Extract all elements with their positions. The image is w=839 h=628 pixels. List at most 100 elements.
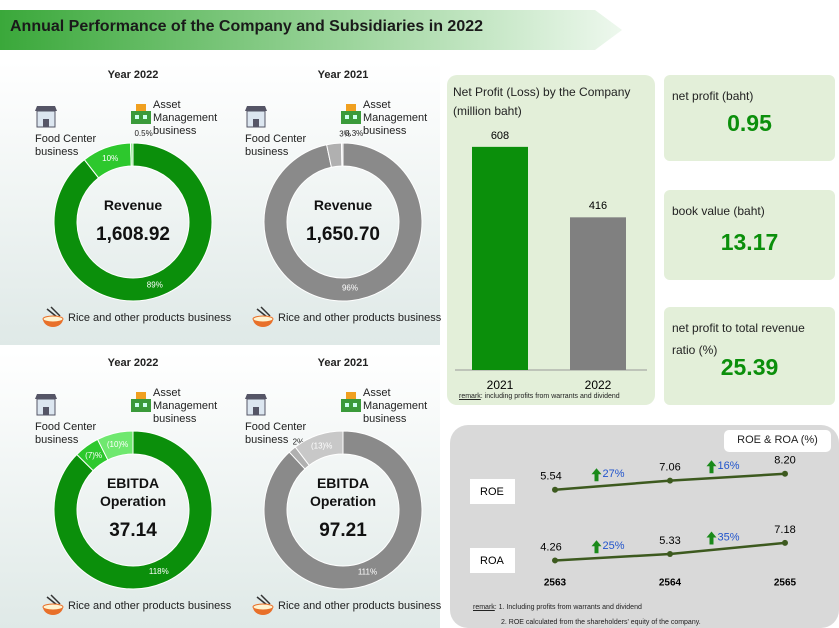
rice	[42, 315, 64, 323]
growth-label: 16%	[718, 460, 740, 472]
center-label: EBITDA Operation	[99, 475, 167, 509]
value-label: 4.26	[540, 541, 561, 553]
note-label: remark	[459, 393, 481, 400]
roof	[346, 392, 356, 399]
rice	[42, 603, 64, 611]
awning	[35, 106, 57, 111]
value-label: 7.06	[659, 462, 680, 474]
chopstick	[50, 306, 61, 317]
window	[345, 403, 349, 407]
x-tick-label: 2563	[544, 578, 567, 589]
window	[353, 403, 357, 407]
chart-title: ROE & ROA (%)	[737, 434, 818, 446]
chopstick	[50, 594, 61, 605]
note: remark: 1. Including profits from warran…	[473, 601, 642, 614]
value-label: 8.20	[774, 455, 795, 467]
donut-segment	[263, 430, 423, 590]
year-label: Year 2021	[317, 357, 369, 369]
category-label: Asset Management business	[363, 99, 428, 137]
food-center-icon	[245, 106, 267, 128]
x-tick-label: 2021	[487, 378, 514, 392]
segment-label: 0.3%	[345, 129, 363, 138]
legend-label: ROE	[480, 486, 504, 498]
segment-label: (10)%	[107, 440, 128, 449]
segment-label: 111%	[358, 567, 377, 576]
door	[43, 119, 49, 127]
category-label: Food Center business	[245, 421, 307, 446]
card-label: net profit to total revenue ratio (%)	[672, 321, 805, 357]
door	[253, 407, 259, 415]
donut-segment	[96, 430, 134, 461]
segment-label: 3%	[339, 130, 351, 139]
center-value: 37.14	[109, 520, 157, 541]
x-tick-label: 2565	[774, 578, 797, 589]
note-label: remark	[473, 604, 495, 611]
food-center-icon	[35, 394, 57, 416]
center-value: 97.21	[319, 520, 367, 541]
window	[135, 403, 139, 407]
chopstick	[260, 306, 271, 317]
point	[552, 557, 558, 564]
chart-title: Net Profit (Loss) by the Company (millio…	[453, 85, 631, 118]
growth-label: 35%	[718, 531, 740, 543]
center-value: 1,650.70	[306, 224, 380, 245]
donut-segment	[263, 142, 423, 302]
donut-segment	[340, 142, 344, 167]
rice	[252, 315, 274, 323]
segment-label: 118%	[149, 567, 169, 576]
roof	[346, 104, 356, 111]
card-label: book value (baht)	[672, 204, 765, 218]
donut-segment	[53, 430, 213, 590]
card	[664, 307, 835, 405]
center-label: Revenue	[103, 197, 163, 213]
segment-label: 0.5%	[134, 129, 152, 138]
note-text: : 1. Including profits from warrants and…	[494, 604, 642, 611]
box	[131, 399, 151, 412]
card	[664, 75, 835, 161]
box	[131, 111, 151, 124]
page-title: Annual Performance of the Company and Su…	[10, 18, 484, 35]
asset-icon	[341, 104, 361, 124]
segment-label: 89%	[147, 280, 163, 289]
rice-icon	[42, 594, 64, 615]
year-label: Year 2022	[107, 357, 159, 369]
box	[341, 111, 361, 124]
asset-icon	[131, 392, 151, 412]
window	[143, 403, 147, 407]
category-label: Food Center business	[35, 421, 97, 446]
asset-icon	[131, 104, 151, 124]
awning	[245, 106, 267, 111]
segment-label: (7)%	[85, 451, 102, 460]
value-label: 5.54	[540, 471, 561, 483]
awning	[35, 394, 57, 399]
category-label: Asset Management business	[153, 99, 218, 137]
rice-icon	[252, 594, 274, 615]
growth-arrow	[591, 468, 602, 482]
x-tick-label: 2564	[659, 578, 682, 589]
food-center-icon	[245, 394, 267, 416]
point	[667, 477, 673, 484]
growth-arrow	[706, 531, 717, 545]
category-label: Rice and other products business	[68, 600, 232, 612]
bar	[472, 146, 528, 370]
window	[143, 115, 147, 119]
window	[135, 115, 139, 119]
value-label: 5.33	[659, 535, 680, 547]
category-label: Rice and other products business	[68, 312, 232, 324]
category-label: Rice and other products business	[278, 600, 442, 612]
rice-icon	[42, 306, 64, 327]
year-label: Year 2021	[317, 69, 369, 81]
chopstick	[260, 594, 271, 605]
title-box	[724, 430, 831, 452]
card-value: 0.95	[727, 110, 772, 136]
category-label: Food Center business	[35, 133, 97, 158]
asset-icon	[341, 392, 361, 412]
window	[353, 115, 357, 119]
category-label: Asset Management business	[153, 387, 218, 425]
segment-label: 10%	[102, 154, 118, 163]
point	[782, 470, 788, 477]
window	[345, 115, 349, 119]
bar	[570, 217, 626, 370]
center-label: Revenue	[313, 197, 373, 213]
